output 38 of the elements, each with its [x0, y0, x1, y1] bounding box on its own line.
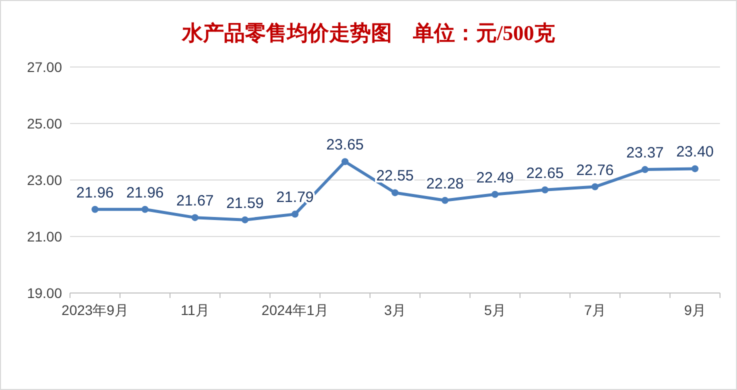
data-label: 22.28 [426, 175, 464, 192]
x-tick-label: 7月 [584, 302, 606, 318]
x-tick-label: 11月 [180, 302, 210, 318]
point [292, 210, 298, 218]
x-tick-label: 9月 [684, 302, 706, 318]
chart-title: 水产品零售均价走势图 单位：元/500克 [180, 21, 556, 45]
data-label: 22.49 [476, 169, 514, 186]
x-tick-label: 2024年1月 [262, 302, 328, 318]
data-label: 21.96 [126, 184, 164, 202]
data-label: 23.37 [626, 144, 664, 162]
x-tick-label: 5月 [484, 302, 506, 318]
point [342, 158, 348, 166]
point [92, 206, 98, 213]
data-label: 22.55 [376, 168, 414, 185]
data-label: 23.40 [676, 144, 714, 161]
point [642, 166, 648, 174]
data-label: 21.59 [226, 194, 264, 212]
point [492, 190, 498, 198]
x-tick-label: 2023年9月 [62, 302, 128, 318]
point [242, 216, 248, 224]
point [192, 214, 198, 222]
point [442, 196, 448, 204]
y-tick-label: 23.00 [26, 172, 62, 188]
data-label: 22.65 [526, 164, 564, 182]
point [542, 186, 548, 194]
point [392, 189, 398, 196]
point [592, 183, 598, 190]
y-tick-label: 25.00 [26, 116, 62, 132]
point [142, 206, 148, 213]
data-label: 22.76 [576, 162, 614, 179]
data-label: 23.65 [326, 136, 364, 154]
y-tick-label: 19.00 [26, 285, 62, 301]
x-tick-label: 3月 [384, 302, 406, 318]
data-label: 21.67 [176, 192, 214, 210]
y-tick-label: 27.00 [26, 59, 62, 75]
y-tick-label: 21.00 [26, 228, 62, 244]
data-label: 21.96 [76, 184, 114, 202]
point [692, 165, 698, 172]
